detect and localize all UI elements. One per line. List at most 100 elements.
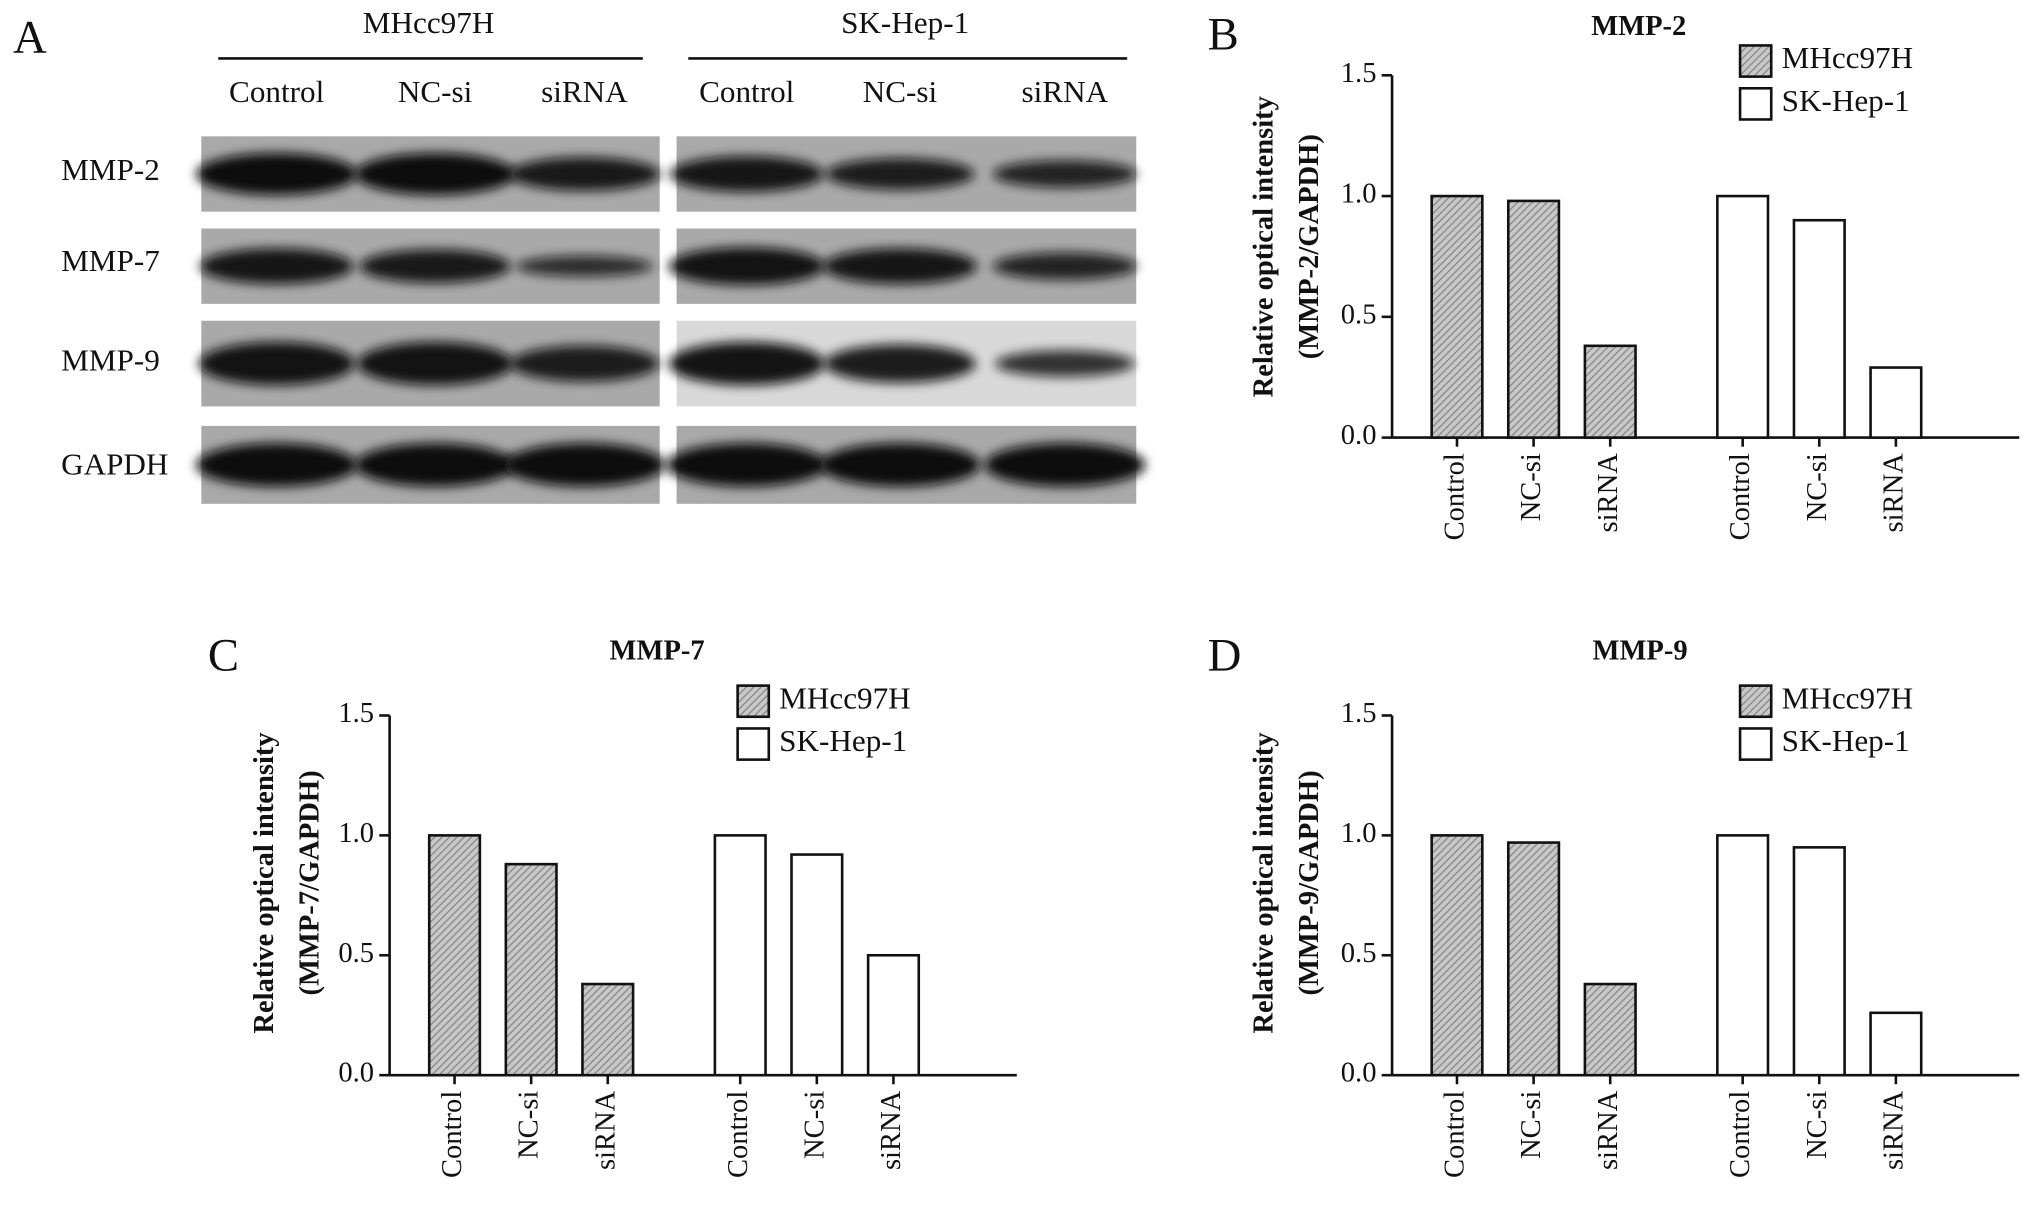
blot-band: [354, 443, 516, 487]
x-tick-label: NC-si: [1802, 1091, 1833, 1159]
bar: [1869, 366, 1923, 439]
y-tick-label: 1.0: [1341, 179, 1377, 210]
y-axis-label: Relative optical intensity: [1249, 96, 1280, 397]
legend-label: MHcc97H: [1782, 40, 1914, 75]
x-tick-label: Control: [1725, 1091, 1756, 1178]
x-tick-label: NC-si: [1516, 453, 1547, 521]
legend-swatch: [736, 684, 771, 719]
x-tick-label: Control: [723, 1091, 754, 1178]
blot-band: [508, 157, 661, 191]
x-tick-label: NC-si: [799, 1091, 830, 1159]
blot-band: [825, 158, 975, 190]
panel-label: D: [1208, 629, 1242, 681]
y-tick-label: 1.5: [1341, 698, 1377, 729]
blot-band: [984, 443, 1146, 487]
x-tick-label: siRNA: [1593, 1090, 1624, 1170]
x-tick-label: Control: [1725, 453, 1756, 540]
blot-band: [995, 350, 1135, 377]
chart-title: MMP-9: [1593, 636, 1688, 667]
blot-band: [199, 248, 354, 285]
chart-title: MMP-7: [610, 636, 705, 667]
blot-band: [503, 443, 665, 487]
blot-band: [509, 345, 659, 382]
row-label: MMP-9: [61, 343, 160, 378]
x-tick-label: NC-si: [1802, 453, 1833, 521]
row-label: GAPDH: [61, 447, 168, 482]
bar: [1716, 834, 1770, 1077]
lane-label: Control: [699, 74, 795, 109]
blot-band: [196, 152, 358, 196]
blot-band: [824, 344, 976, 383]
y-tick-label: 1.0: [338, 818, 374, 849]
legend-label: SK-Hep-1: [779, 723, 907, 758]
row-label: MMP-2: [61, 152, 160, 187]
x-tick-label: siRNA: [1593, 453, 1624, 533]
panel-label: A: [13, 11, 47, 63]
bar: [1792, 846, 1846, 1077]
blot-band: [819, 443, 981, 487]
group-label: MHcc97H: [363, 5, 495, 40]
lane-label: Control: [229, 74, 325, 109]
y-tick-label: 0.5: [1341, 938, 1377, 969]
row-label: MMP-7: [61, 243, 160, 278]
legend-swatch: [1738, 87, 1773, 121]
y-axis-label: (MMP-7/GAPDH): [294, 770, 325, 995]
y-axis-label: Relative optical intensity: [249, 732, 280, 1033]
y-tick-label: 0.5: [338, 938, 374, 969]
bar: [1792, 218, 1846, 439]
bar: [1869, 1011, 1923, 1077]
legend-label: SK-Hep-1: [1782, 723, 1910, 758]
bar: [713, 834, 767, 1077]
blot-band: [992, 252, 1137, 280]
lane-label: NC-si: [398, 74, 473, 109]
blot-band: [668, 247, 825, 286]
legend-swatch: [736, 727, 771, 761]
y-tick-label: 0.0: [338, 1058, 374, 1089]
blot-band: [668, 341, 825, 386]
blot-band: [823, 248, 977, 285]
legend-swatch: [1738, 44, 1773, 78]
x-tick-label: Control: [437, 1091, 468, 1178]
blot-band: [515, 255, 653, 277]
blot-band: [196, 443, 358, 487]
y-axis-label: (MMP-9/GAPDH): [1294, 770, 1325, 995]
x-tick-label: Control: [1440, 453, 1471, 540]
bar: [1506, 199, 1561, 439]
blot-band: [669, 156, 824, 192]
bar: [790, 853, 844, 1077]
lane-label: siRNA: [541, 74, 628, 109]
y-axis-label: (MMP-2/GAPDH): [1294, 134, 1325, 359]
chart-title: MMP-2: [1591, 11, 1686, 42]
blot-band: [356, 341, 514, 386]
blot-band: [666, 443, 828, 487]
bar: [1506, 841, 1561, 1077]
x-tick-label: Control: [1440, 1091, 1471, 1178]
blot-band: [359, 249, 511, 284]
blot-band: [992, 160, 1137, 188]
bar: [1716, 194, 1770, 439]
y-tick-label: 1.5: [338, 698, 374, 729]
blot-band: [354, 152, 516, 196]
y-tick-label: 1.0: [1341, 818, 1377, 849]
x-tick-label: NC-si: [1516, 1091, 1547, 1159]
x-tick-label: NC-si: [514, 1091, 545, 1159]
y-tick-label: 1.5: [1341, 58, 1377, 89]
bar: [1430, 194, 1484, 439]
x-tick-label: siRNA: [1878, 1090, 1909, 1170]
bar: [581, 982, 635, 1077]
legend-label: MHcc97H: [1782, 680, 1914, 715]
bar: [866, 953, 921, 1077]
y-axis-label: Relative optical intensity: [1249, 732, 1280, 1033]
panel-label: C: [208, 629, 239, 681]
group-label: SK-Hep-1: [841, 5, 969, 40]
bar: [1583, 982, 1637, 1077]
y-tick-label: 0.0: [1341, 420, 1377, 451]
bar: [427, 834, 482, 1077]
lane-label: siRNA: [1022, 74, 1109, 109]
bar: [1430, 834, 1484, 1077]
y-tick-label: 0.5: [1341, 299, 1377, 330]
blot-band: [198, 341, 355, 386]
bar: [504, 862, 558, 1077]
